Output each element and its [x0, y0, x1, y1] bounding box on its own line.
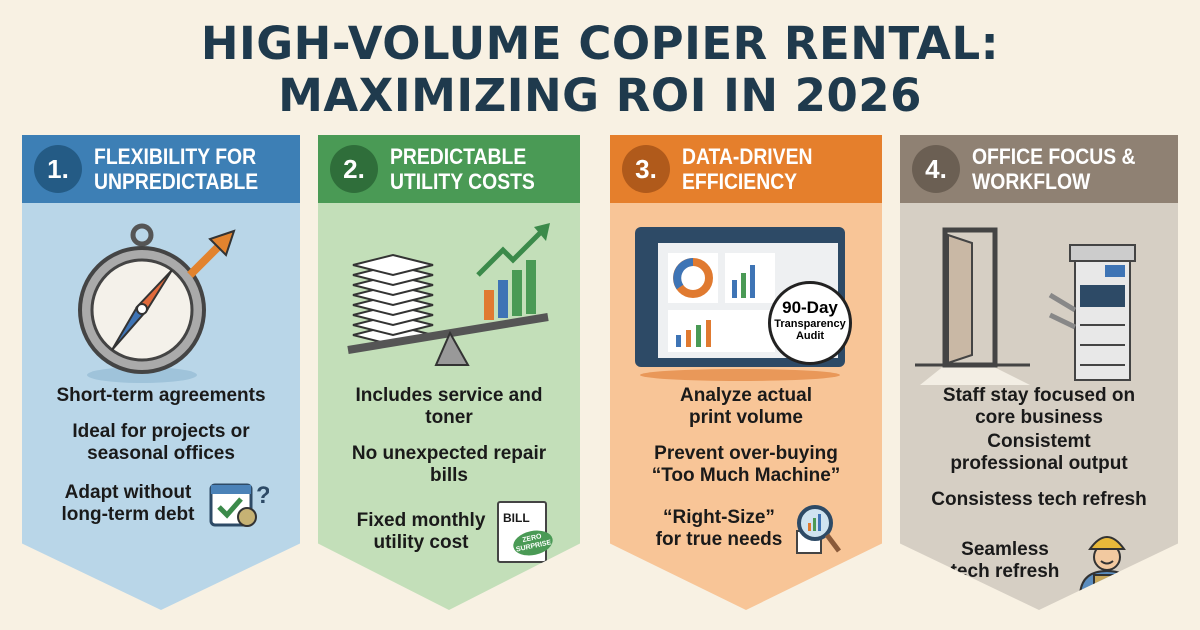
list-item: Adapt without long-term debt [61, 482, 195, 525]
panel-header: 2. Predictable Utility Costs [318, 135, 580, 203]
page-title: HIGH-VOLUME COPIER RENTAL: MAXIMIZING RO… [200, 17, 1000, 122]
item-list: Staff stay focused on core business Cons… [900, 385, 1178, 610]
list-item: Fixed monthly utility cost [356, 510, 486, 553]
list-item: Consistess tech refresh [931, 489, 1147, 510]
list-item: Staff stay focused on core business [942, 385, 1136, 428]
calendar-check-icon: ? [209, 482, 269, 527]
panel-flexibility: 1. Flexibility for Unpredictable Short-t… [22, 135, 300, 610]
item-list: Analyze actual print volume Prevent over… [610, 385, 882, 571]
item-list: Includes service and toner No unexpected… [318, 385, 580, 577]
compass-icon [78, 223, 236, 383]
step-number: 4. [912, 145, 960, 193]
panel-data-driven: 3. Data-Driven Efficiency 90-Day Transpa… [610, 135, 882, 610]
panel-heading: Office Focus & Workflow [972, 144, 1136, 194]
list-item: Short-term agreements [56, 385, 266, 406]
list-item: Includes service and toner [355, 385, 543, 428]
panel-predictable-costs: 2. Predictable Utility Costs Includes se… [318, 135, 580, 610]
audit-badge: 90-Day Transparency Audit [768, 281, 852, 365]
item-list: Short-term agreements Ideal for projects… [22, 385, 300, 543]
technician-icon [1078, 536, 1136, 597]
list-item: Analyze actual print volume [680, 385, 812, 428]
panel-header: 4. Office Focus & Workflow [900, 135, 1178, 203]
svg-text:?: ? [256, 482, 269, 509]
panel-header: 3. Data-Driven Efficiency [610, 135, 882, 203]
copier-icon [1048, 244, 1136, 381]
panel-heading: Data-Driven Efficiency [682, 144, 813, 194]
magnifier-chart-icon [796, 505, 841, 554]
panel-office-focus: 4. Office Focus & Workflow Staff stay fo… [900, 135, 1178, 610]
step-number: 3. [622, 145, 670, 193]
list-item: Consistemt professional output [950, 431, 1128, 474]
list-item: “Right-Size” for true needs [655, 507, 783, 550]
panel-header: 1. Flexibility for Unpredictable [22, 135, 300, 203]
step-number: 2. [330, 145, 378, 193]
paper-stack-scale-icon [347, 223, 550, 366]
list-item: Seamless tech refresh [950, 539, 1060, 582]
door-icon [915, 227, 1136, 385]
panel-heading: Predictable Utility Costs [390, 144, 535, 194]
panel-heading: Flexibility for Unpredictable [94, 144, 259, 194]
list-item: Ideal for projects or seasonal offices [72, 421, 250, 464]
step-number: 1. [34, 145, 82, 193]
bill-icon: BILL ZERO SURPRISE [497, 501, 556, 563]
list-item: Prevent over-buying “Too Much Machine” [651, 443, 841, 486]
list-item: No unexpected repair bills [351, 443, 547, 486]
zero-surprise-stamp: ZERO SURPRISE [510, 527, 556, 559]
